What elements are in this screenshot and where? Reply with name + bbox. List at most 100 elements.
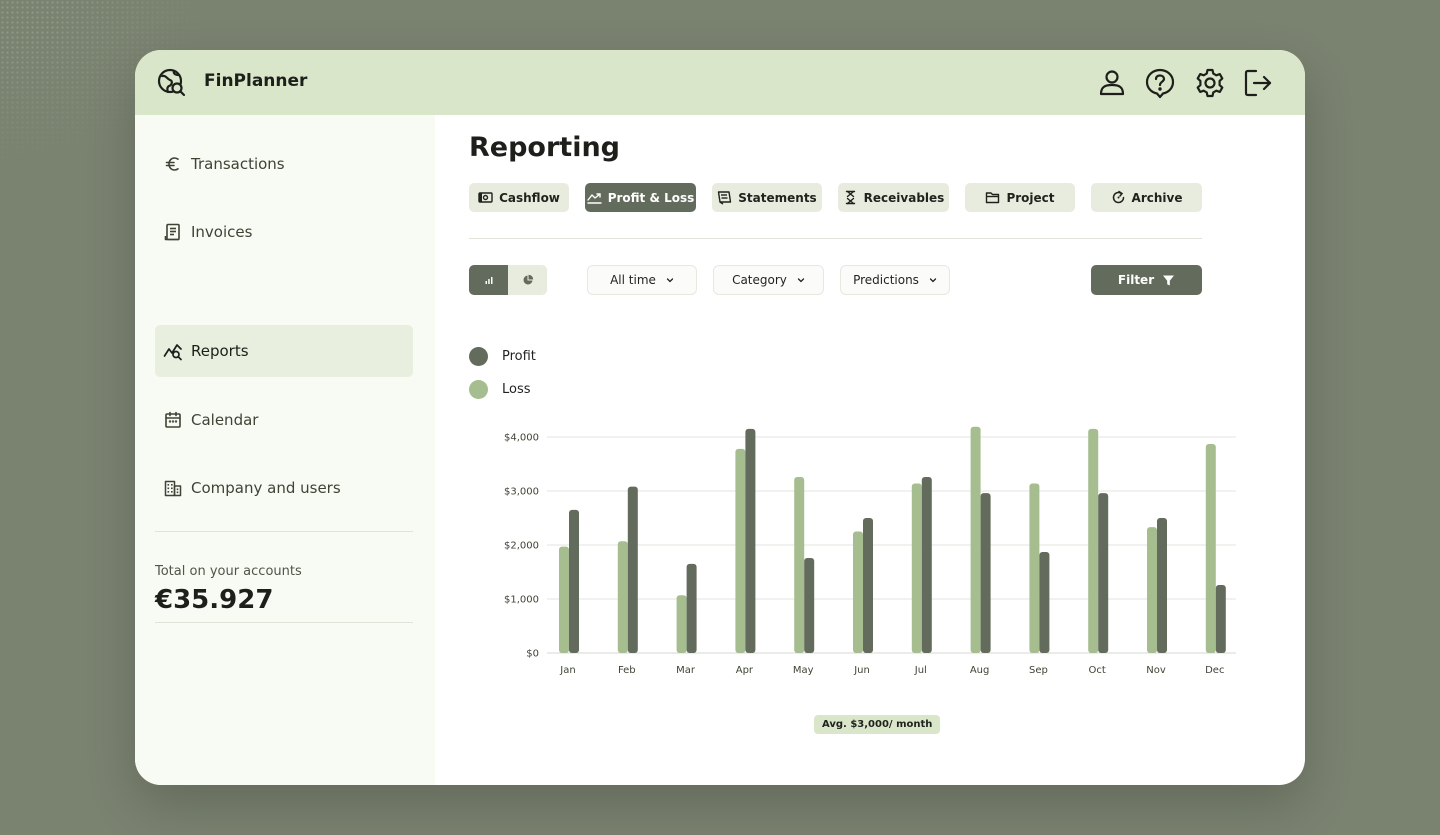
sidebar-item-invoices[interactable]: Invoices [155, 206, 413, 258]
sidebar-item-label: Invoices [191, 223, 253, 241]
y-tick-label: $4,000 [504, 433, 539, 444]
predictions-dropdown[interactable]: Predictions [840, 265, 950, 295]
bar-loss-jan[interactable] [559, 546, 569, 653]
y-tick-label: $0 [526, 649, 539, 660]
bar-loss-jun[interactable] [853, 531, 863, 654]
chevron-down-icon [666, 278, 674, 283]
sidebar-divider [155, 622, 413, 623]
building-icon [163, 478, 183, 498]
app-window: FinPlanner [135, 50, 1305, 785]
bar-chart-view-toggle[interactable] [469, 265, 508, 295]
category-dropdown[interactable]: Category [713, 265, 824, 295]
tabs-divider [469, 238, 1202, 239]
filter-button[interactable]: Filter [1091, 265, 1202, 295]
total-label: Total on your accounts [155, 564, 302, 579]
bar-loss-sep[interactable] [1029, 483, 1040, 653]
bar-profit-aug[interactable] [980, 493, 991, 653]
bar-loss-oct[interactable] [1088, 428, 1099, 653]
tab-label: Statements [738, 190, 817, 205]
sidebar-item-label: Company and users [191, 479, 341, 497]
x-tick-label: Nov [1146, 665, 1166, 676]
euro-icon [163, 154, 183, 174]
bar-profit-dec[interactable] [1215, 584, 1226, 653]
x-tick-label: Aug [970, 665, 990, 676]
legend-swatch-loss [469, 380, 488, 399]
bar-profit-feb[interactable] [627, 486, 638, 653]
legend-swatch-profit [469, 347, 488, 366]
bar-profit-jul[interactable] [921, 476, 932, 653]
x-tick-label: Jun [853, 665, 870, 676]
bar-loss-feb[interactable] [617, 541, 628, 653]
bar-profit-jan[interactable] [569, 509, 579, 653]
filter-button-label: Filter [1117, 273, 1155, 287]
tab-project[interactable]: Project [965, 183, 1075, 212]
bar-profit-sep[interactable] [1039, 552, 1050, 653]
sidebar-item-calendar[interactable]: Calendar [155, 394, 413, 446]
statements-icon [718, 191, 732, 205]
bar-loss-mar[interactable] [676, 595, 687, 653]
help-icon[interactable] [1143, 66, 1177, 100]
y-tick-label: $3,000 [504, 487, 539, 498]
tab-statements[interactable]: Statements [712, 183, 822, 212]
bar-loss-jul[interactable] [911, 483, 922, 653]
trend-icon [587, 193, 602, 204]
globe-search-logo-icon [156, 67, 188, 99]
user-icon[interactable] [1095, 66, 1129, 100]
sidebar-item-reports[interactable]: Reports [155, 325, 413, 377]
x-tick-label: Apr [736, 665, 754, 676]
predictions-dropdown-value: Predictions [853, 273, 919, 287]
tab-cashflow[interactable]: Cashflow [469, 183, 569, 212]
x-tick-label: Feb [618, 665, 636, 676]
sidebar-divider [155, 531, 413, 532]
profit-loss-bar-chart: $4,000 $3,000 $2,000 $1,000 $0 Jan Feb Mar Apr Ma… [504, 426, 1236, 676]
hourglass-icon [845, 190, 855, 205]
period-dropdown-value: All time [610, 273, 656, 287]
chevron-down-icon [929, 278, 937, 283]
tab-label: Receivables [863, 190, 945, 205]
tab-label: Project [1006, 190, 1055, 205]
funnel-icon [1163, 275, 1175, 285]
legend-item-loss: Loss [469, 380, 531, 399]
reports-icon [163, 341, 183, 361]
page-title: Reporting [469, 132, 621, 163]
logout-icon[interactable] [1241, 66, 1275, 100]
settings-icon[interactable] [1193, 66, 1227, 100]
app-title: FinPlanner [204, 71, 308, 91]
tab-label: Cashflow [499, 190, 560, 205]
tab-label: Archive [1131, 190, 1183, 205]
bar-loss-nov[interactable] [1147, 527, 1157, 653]
bar-profit-apr[interactable] [745, 428, 756, 653]
tab-receivables[interactable]: Receivables [838, 183, 949, 212]
legend-label-profit: Profit [502, 349, 536, 364]
sidebar-item-label: Reports [191, 342, 249, 360]
x-tick-label: Sep [1029, 665, 1048, 676]
period-dropdown[interactable]: All time [587, 265, 697, 295]
tab-label: Profit & Loss [607, 190, 695, 205]
bar-loss-aug[interactable] [970, 426, 981, 653]
x-tick-label: Jul [914, 665, 927, 676]
tab-archive[interactable]: Archive [1091, 183, 1202, 212]
sidebar-item-label: Transactions [191, 155, 285, 173]
bar-loss-apr[interactable] [735, 448, 746, 653]
bar-profit-mar[interactable] [686, 563, 697, 653]
bar-profit-oct[interactable] [1098, 493, 1109, 653]
top-bar: FinPlanner [135, 50, 1305, 115]
bar-profit-jun[interactable] [863, 518, 873, 653]
legend-item-profit: Profit [469, 347, 536, 366]
x-tick-label: Oct [1089, 665, 1106, 676]
cash-icon [478, 192, 493, 203]
bar-chart-icon [485, 277, 492, 284]
folder-icon [986, 192, 1000, 204]
pie-chart-view-toggle[interactable] [508, 265, 547, 295]
bar-profit-nov[interactable] [1157, 518, 1167, 653]
invoice-icon [163, 222, 183, 242]
pie-chart-icon [523, 274, 533, 285]
bar-loss-may[interactable] [794, 476, 805, 653]
archive-icon [1112, 190, 1124, 204]
tab-profit-and-loss[interactable]: Profit & Loss [585, 183, 696, 212]
bar-profit-may[interactable] [804, 557, 815, 653]
sidebar-item-company-and-users[interactable]: Company and users [155, 462, 413, 514]
legend-label-loss: Loss [502, 382, 531, 397]
sidebar-item-transactions[interactable]: Transactions [155, 138, 413, 190]
bar-loss-dec[interactable] [1205, 444, 1216, 653]
